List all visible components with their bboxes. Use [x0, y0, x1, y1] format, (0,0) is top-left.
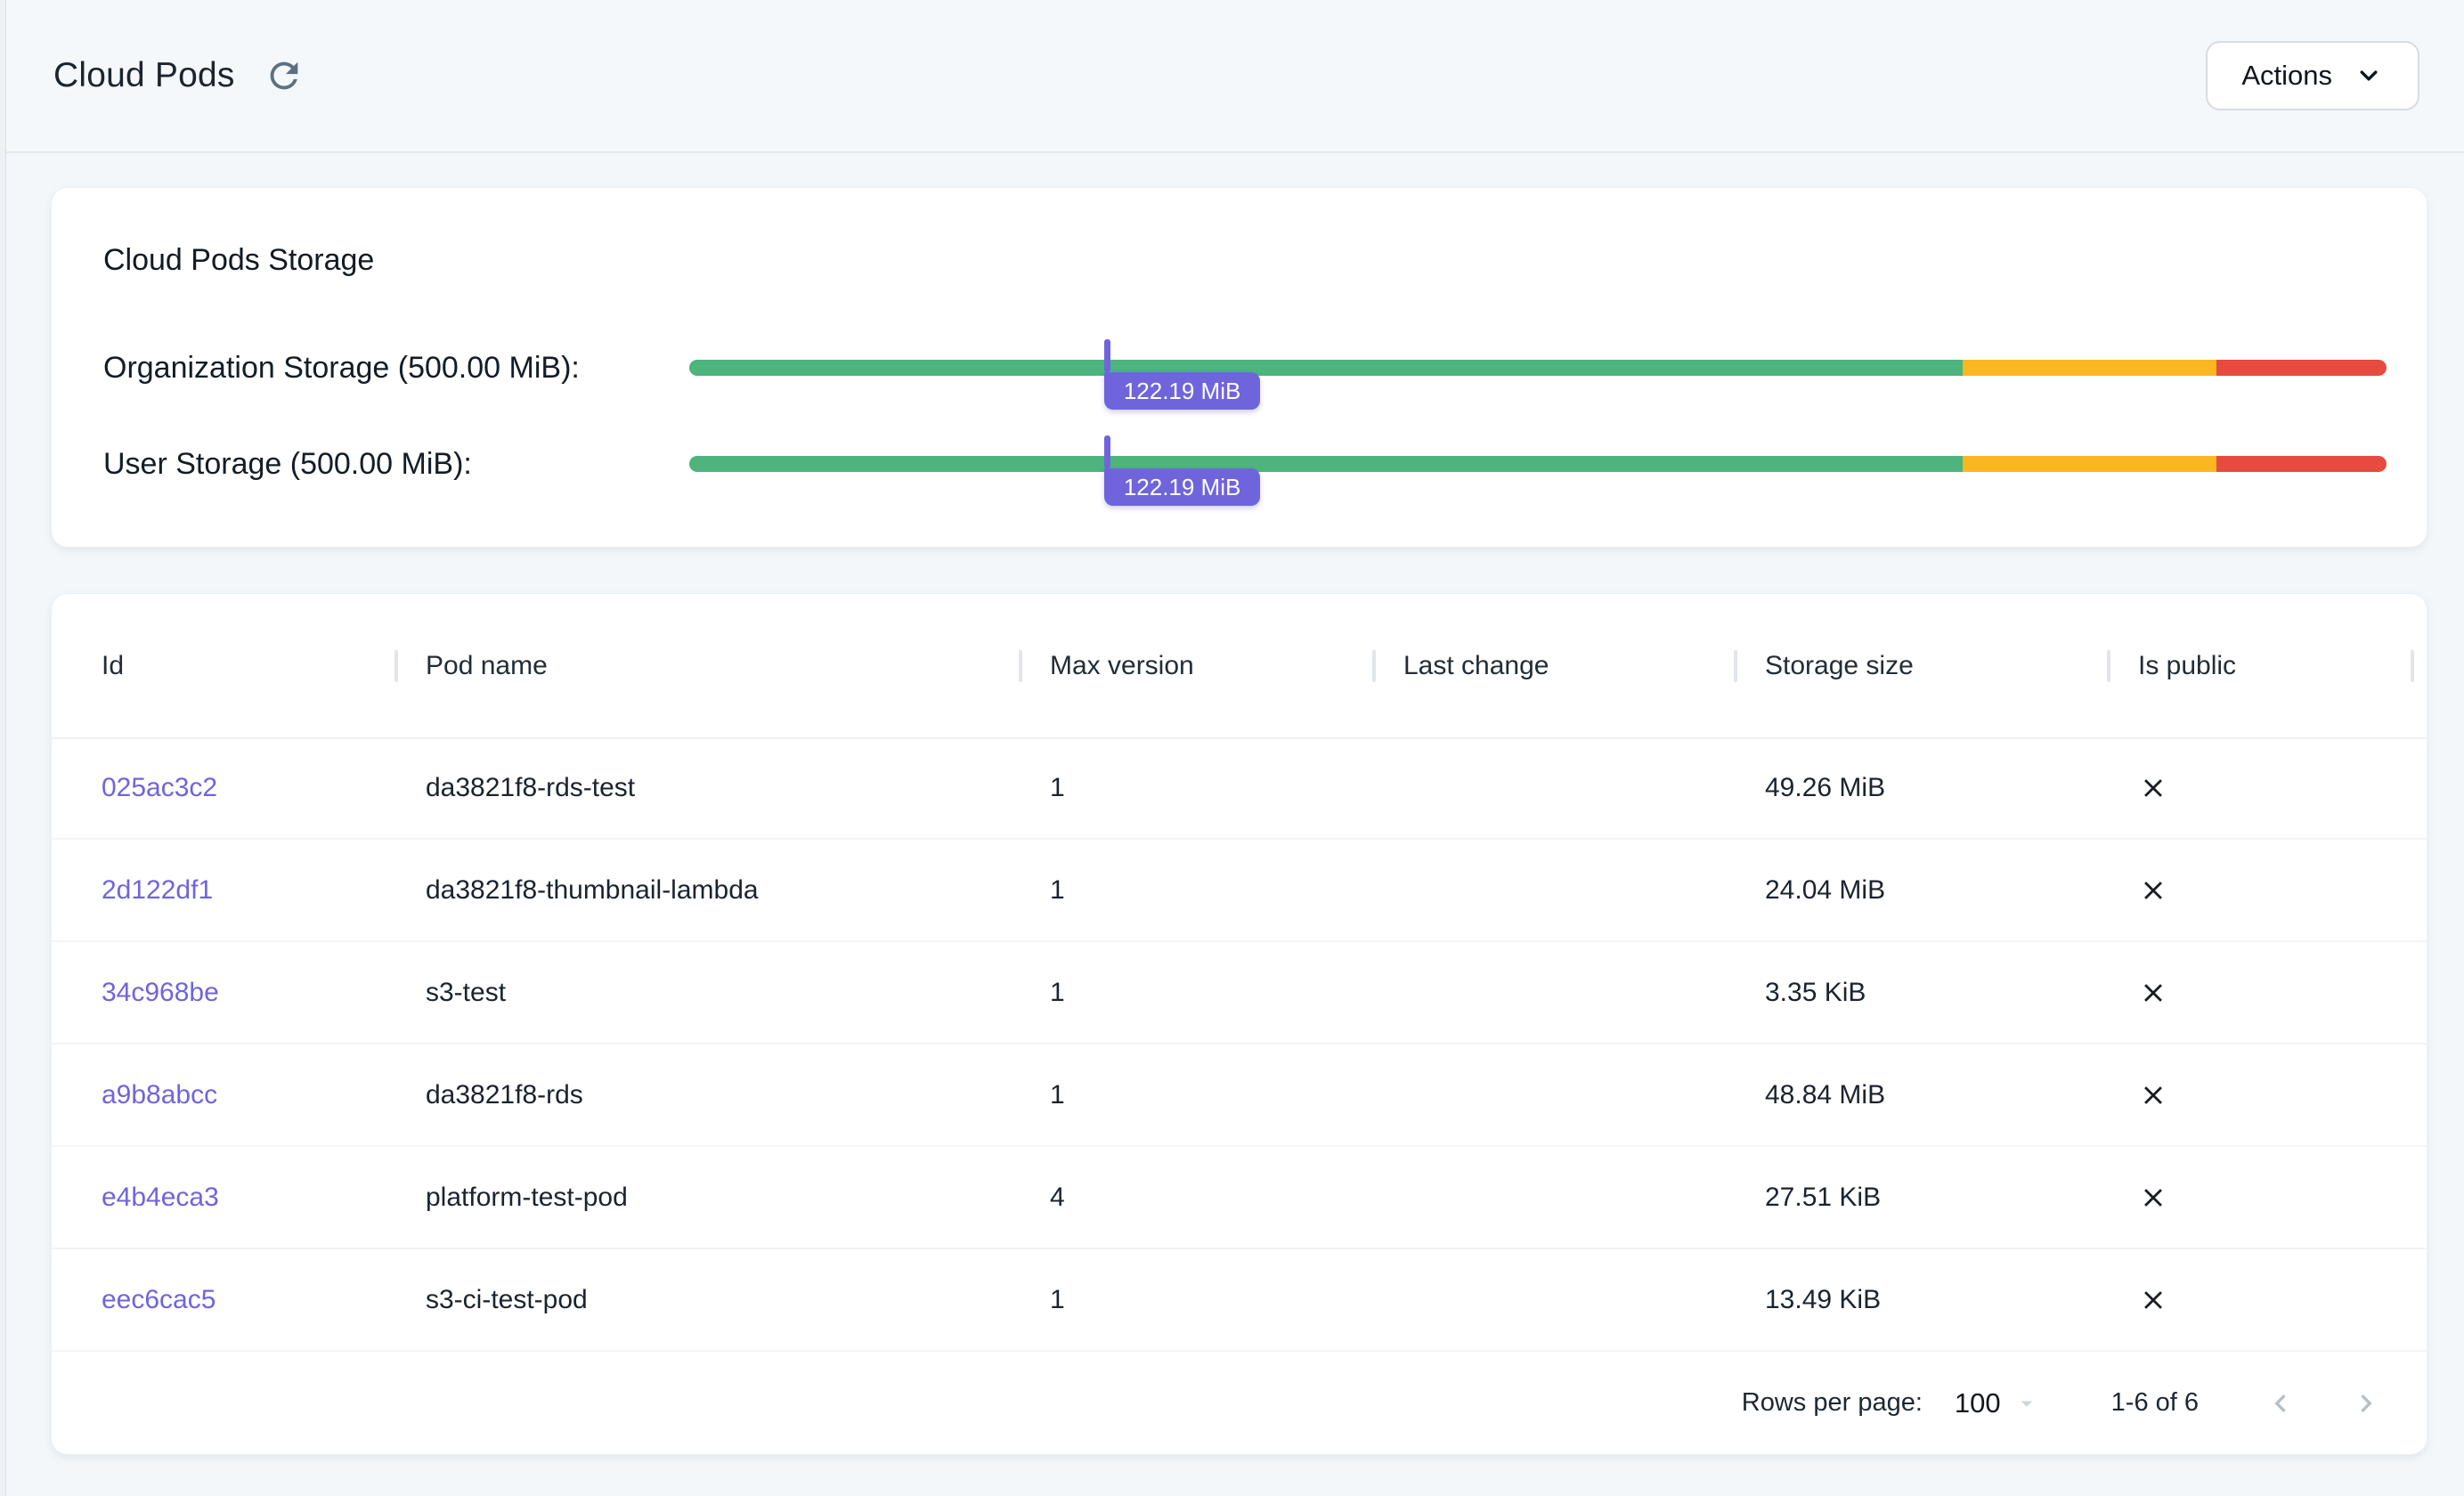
storage-size-cell: 24.04 MiB: [1765, 874, 1886, 905]
previous-page-button[interactable]: [2257, 1380, 2304, 1427]
close-icon: [2138, 978, 2168, 1008]
storage-segment-green: [689, 360, 1963, 376]
pod-name-cell: platform-test-pod: [426, 1182, 628, 1212]
is-public-cell: [2107, 1285, 2427, 1315]
close-icon: [2138, 1285, 2168, 1315]
column-header-id: Id: [102, 650, 125, 680]
storage-segment-green: [689, 456, 1963, 472]
rows-per-page-label: Rows per page:: [1741, 1388, 1923, 1417]
storage-size-cell: 3.35 KiB: [1765, 977, 1866, 1007]
table-body: 025ac3c2 da3821f8-rds-test 1 49.26 MiB 2…: [52, 737, 2427, 1352]
usage-marker: [1103, 339, 1110, 372]
storage-card: Cloud Pods Storage Organization Storage …: [52, 188, 2427, 547]
actions-button-label: Actions: [2241, 60, 2332, 91]
usage-tooltip: 122.19 MiB: [1103, 468, 1261, 506]
page-header: Cloud Pods Actions: [0, 0, 2464, 153]
chevron-right-icon: [2348, 1386, 2384, 1421]
pod-id-link[interactable]: e4b4eca3: [102, 1182, 219, 1212]
is-public-cell: [2107, 1080, 2427, 1110]
max-version-cell: 1: [1050, 1284, 1065, 1314]
pod-name-cell: s3-test: [426, 977, 507, 1007]
organization-storage-label: Organization Storage (500.00 MiB):: [103, 351, 580, 385]
chevron-down-icon: [2354, 61, 2384, 91]
table-row: eec6cac5 s3-ci-test-pod 1 13.49 KiB: [52, 1249, 2427, 1352]
is-public-cell: [2107, 773, 2427, 803]
pod-name-cell: da3821f8-thumbnail-lambda: [426, 874, 759, 905]
close-icon: [2138, 1183, 2168, 1213]
is-public-cell: [2107, 978, 2427, 1008]
organization-storage-row: Organization Storage (500.00 MiB): 122.1…: [103, 339, 2387, 410]
select-arrow-icon: [2013, 1390, 2040, 1417]
user-storage-label: User Storage (500.00 MiB):: [103, 447, 472, 481]
is-public-cell: [2107, 1183, 2427, 1213]
table-row: a9b8abcc da3821f8-rds 1 48.84 MiB: [52, 1045, 2427, 1147]
table-row: 34c968be s3-test 1 3.35 KiB: [52, 942, 2427, 1045]
storage-track: [689, 456, 2387, 472]
storage-segment-yellow: [1962, 360, 2217, 376]
close-icon: [2138, 773, 2168, 803]
table-pagination: Rows per page: 100 1-6 of 6: [52, 1352, 2427, 1454]
column-header-last-change: Last change: [1372, 594, 1734, 737]
refresh-button[interactable]: [258, 50, 310, 102]
column-header-max-version: Max version: [1019, 594, 1372, 737]
pod-id-link[interactable]: 34c968be: [102, 977, 219, 1007]
user-storage-bar: 122.19 MiB: [689, 435, 2387, 506]
pod-name-cell: da3821f8-rds-test: [426, 772, 636, 802]
storage-segment-red: [2216, 456, 2387, 472]
storage-size-cell: 49.26 MiB: [1765, 772, 1886, 802]
max-version-cell: 1: [1050, 1079, 1065, 1110]
column-header-pod-name: Pod name: [394, 594, 1019, 737]
rows-per-page-value: 100: [1954, 1386, 2001, 1419]
close-icon: [2138, 1080, 2168, 1110]
table-row: 025ac3c2 da3821f8-rds-test 1 49.26 MiB: [52, 737, 2427, 840]
pod-name-cell: s3-ci-test-pod: [426, 1284, 588, 1314]
table-row: 2d122df1 da3821f8-thumbnail-lambda 1 24.…: [52, 840, 2427, 942]
pod-id-link[interactable]: a9b8abcc: [102, 1079, 218, 1110]
close-icon: [2138, 875, 2168, 906]
rows-per-page-select[interactable]: 100: [1955, 1387, 2040, 1419]
usage-tooltip: 122.19 MiB: [1103, 372, 1261, 410]
refresh-icon: [264, 55, 305, 96]
next-page-button[interactable]: [2343, 1380, 2389, 1427]
storage-size-cell: 48.84 MiB: [1765, 1079, 1886, 1110]
organization-storage-bar: 122.19 MiB: [689, 339, 2387, 410]
max-version-cell: 1: [1050, 977, 1065, 1007]
storage-segment-yellow: [1962, 456, 2217, 472]
is-public-cell: [2107, 875, 2427, 906]
storage-track: [689, 360, 2387, 376]
usage-marker: [1103, 435, 1110, 468]
chevron-left-icon: [2263, 1386, 2298, 1421]
cloud-pods-table-card: Id Pod name Max version Last change Stor…: [52, 594, 2427, 1454]
storage-segment-red: [2216, 360, 2387, 376]
pod-id-link[interactable]: 025ac3c2: [102, 772, 218, 802]
storage-size-cell: 27.51 KiB: [1765, 1182, 1882, 1212]
actions-button[interactable]: Actions: [2206, 41, 2419, 110]
pod-name-cell: da3821f8-rds: [426, 1079, 583, 1110]
column-header-storage-size: Storage size: [1734, 594, 2107, 737]
user-storage-row: User Storage (500.00 MiB): 122.19 MiB: [103, 435, 2387, 506]
page-title: Cloud Pods: [53, 56, 235, 94]
table-row: e4b4eca3 platform-test-pod 4 27.51 KiB: [52, 1147, 2427, 1249]
column-header-is-public: Is public: [2107, 594, 2427, 737]
storage-size-cell: 13.49 KiB: [1765, 1284, 1882, 1314]
pod-id-link[interactable]: 2d122df1: [102, 874, 214, 905]
page-range-label: 1-6 of 6: [2110, 1388, 2199, 1417]
storage-card-title: Cloud Pods Storage: [103, 243, 375, 277]
table-header-row: Id Pod name Max version Last change Stor…: [52, 594, 2427, 739]
window-left-edge: [0, 0, 6, 1496]
max-version-cell: 1: [1050, 772, 1065, 802]
max-version-cell: 1: [1050, 874, 1065, 905]
max-version-cell: 4: [1050, 1182, 1065, 1212]
pod-id-link[interactable]: eec6cac5: [102, 1284, 216, 1314]
